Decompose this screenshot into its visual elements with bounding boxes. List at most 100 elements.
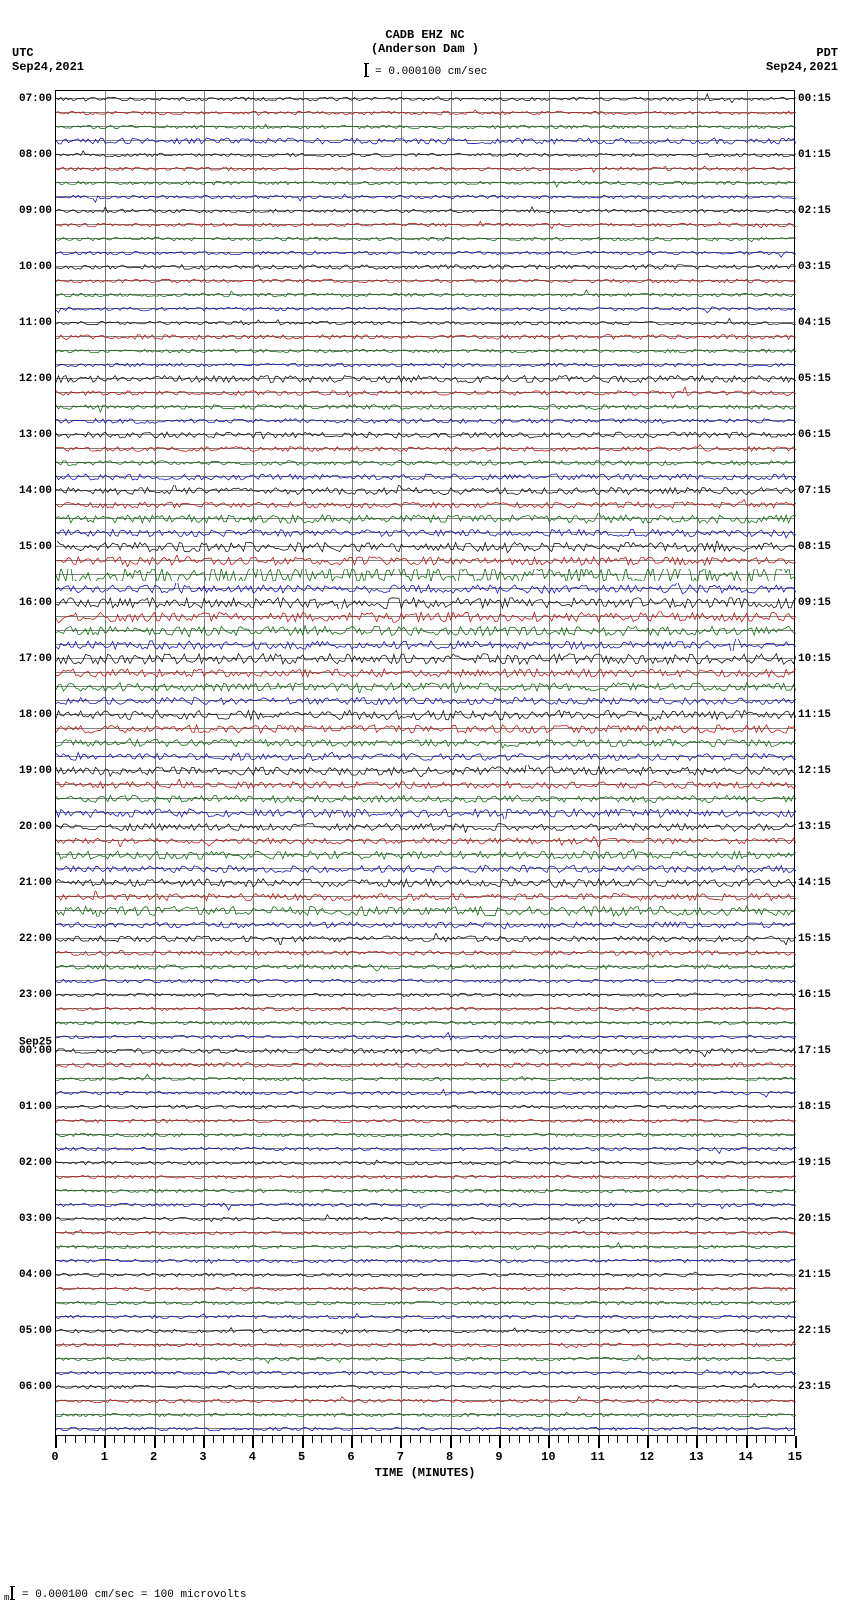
trace-wave [56, 681, 796, 693]
trace-row [56, 224, 794, 225]
trace-wave [56, 1045, 796, 1057]
trace-wave [56, 275, 796, 287]
trace-row [56, 840, 794, 841]
x-tick-label: 9 [495, 1450, 502, 1464]
trace-row [56, 924, 794, 925]
local-hour-label: 20:15 [798, 1213, 831, 1225]
x-tick-minor [765, 1436, 766, 1443]
x-tick-minor [223, 1436, 224, 1443]
utc-hour-label: 07:00 [19, 93, 52, 105]
trace-wave [56, 793, 796, 805]
utc-hour-label: 16:00 [19, 597, 52, 609]
local-hour-label: 07:15 [798, 485, 831, 497]
trace-row [56, 1358, 794, 1359]
x-tick-minor [410, 1436, 411, 1443]
trace-row [56, 406, 794, 407]
trace-row: 18:0011:15 [56, 714, 794, 715]
x-tick-minor [420, 1436, 421, 1443]
x-tick-major [154, 1436, 156, 1448]
trace-row: 01:0018:15 [56, 1106, 794, 1107]
x-tick-minor [716, 1436, 717, 1443]
x-tick-label: 11 [590, 1450, 604, 1464]
trace-wave [56, 919, 796, 931]
trace-wave [56, 597, 796, 609]
trace-row: 00:00Sep2517:15 [56, 1050, 794, 1051]
trace-row: 23:0016:15 [56, 994, 794, 995]
trace-row [56, 1064, 794, 1065]
trace-wave [56, 1157, 796, 1169]
chart-header: CADB EHZ NC (Anderson Dam ) [0, 28, 850, 56]
trace-wave [56, 723, 796, 735]
x-tick-minor [173, 1436, 174, 1443]
trace-wave [56, 331, 796, 343]
trace-wave [56, 205, 796, 217]
trace-row [56, 812, 794, 813]
trace-row [56, 854, 794, 855]
trace-wave [56, 751, 796, 763]
utc-hour-label: 08:00 [19, 149, 52, 161]
local-hour-label: 02:15 [798, 205, 831, 217]
utc-hour-label: 09:00 [19, 205, 52, 217]
x-tick-minor [677, 1436, 678, 1443]
x-tick-minor [390, 1436, 391, 1443]
trace-wave [56, 695, 796, 707]
trace-row [56, 1148, 794, 1149]
scale-bar-icon [365, 63, 367, 77]
trace-wave [56, 1367, 796, 1379]
local-hour-label: 10:15 [798, 653, 831, 665]
trace-row [56, 420, 794, 421]
x-tick-major [104, 1436, 106, 1448]
x-tick-minor [489, 1436, 490, 1443]
trace-row: 21:0014:15 [56, 882, 794, 883]
trace-wave [56, 555, 796, 567]
trace-wave [56, 863, 796, 875]
trace-row: 11:0004:15 [56, 322, 794, 323]
x-tick-minor [667, 1436, 668, 1443]
trace-row [56, 1190, 794, 1191]
x-tick-minor [272, 1436, 273, 1443]
station-code: CADB EHZ NC [0, 28, 850, 42]
x-tick-minor [85, 1436, 86, 1443]
trace-row [56, 728, 794, 729]
trace-row: 17:0010:15 [56, 658, 794, 659]
trace-row [56, 588, 794, 589]
x-tick-minor [617, 1436, 618, 1443]
trace-row [56, 910, 794, 911]
x-tick-minor [568, 1436, 569, 1443]
trace-row [56, 448, 794, 449]
scale-indicator: = 0.000100 cm/sec [0, 64, 850, 78]
trace-row: 12:0005:15 [56, 378, 794, 379]
utc-hour-label: 13:00 [19, 429, 52, 441]
trace-wave [56, 513, 796, 525]
trace-wave [56, 261, 796, 273]
x-tick-minor [785, 1436, 786, 1443]
x-tick-major [55, 1436, 57, 1448]
trace-row [56, 1008, 794, 1009]
local-hour-label: 00:15 [798, 93, 831, 105]
trace-row [56, 868, 794, 869]
local-hour-label: 15:15 [798, 933, 831, 945]
x-tick-major [252, 1436, 254, 1448]
x-tick-label: 13 [689, 1450, 703, 1464]
utc-hour-label: 17:00 [19, 653, 52, 665]
trace-wave [56, 247, 796, 259]
x-tick-minor [341, 1436, 342, 1443]
local-hour-label: 23:15 [798, 1381, 831, 1393]
utc-hour-label: 06:00 [19, 1381, 52, 1393]
utc-hour-label: 11:00 [19, 317, 52, 329]
x-tick-minor [292, 1436, 293, 1443]
x-tick-minor [686, 1436, 687, 1443]
local-hour-label: 21:15 [798, 1269, 831, 1281]
trace-row [56, 1232, 794, 1233]
trace-wave [56, 107, 796, 119]
trace-row [56, 1372, 794, 1373]
x-tick-label: 7 [397, 1450, 404, 1464]
station-location: (Anderson Dam ) [0, 42, 850, 56]
utc-hour-label: 05:00 [19, 1325, 52, 1337]
trace-wave [56, 1269, 796, 1281]
trace-row: 09:0002:15 [56, 210, 794, 211]
local-hour-label: 09:15 [798, 597, 831, 609]
trace-wave [56, 1171, 796, 1183]
trace-wave [56, 821, 796, 833]
trace-wave [56, 443, 796, 455]
